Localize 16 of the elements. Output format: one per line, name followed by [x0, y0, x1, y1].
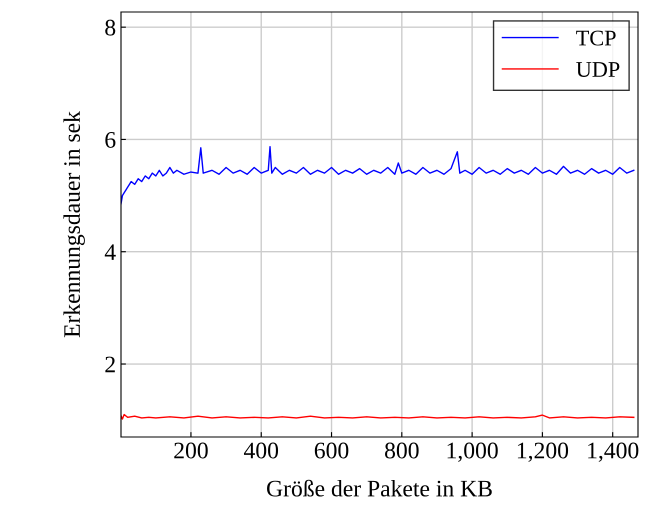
y-tick-label: 8 [105, 20, 116, 36]
x-tick-label: 1,000 [448, 442, 498, 462]
x-tick-label: 200 [174, 442, 208, 458]
x-tick-label: 1,400 [588, 442, 638, 462]
y-axis-title: Erkennungsdauer in sek [63, 111, 85, 338]
x-axis-title: Größe der Pakete in KB [267, 480, 492, 497]
x-tick-label: 1,200 [518, 442, 568, 462]
y-tick-label: 2 [105, 356, 115, 372]
x-tick-label: 800 [385, 442, 419, 458]
y-tick-label: 4 [104, 244, 116, 260]
line-series [121, 146, 634, 205]
x-tick-label: 400 [244, 442, 278, 458]
y-tick-label: 6 [105, 132, 116, 148]
legend-label: UDP [576, 62, 620, 77]
x-tick-label: 600 [314, 442, 348, 458]
legend-label: TCP [576, 30, 616, 46]
